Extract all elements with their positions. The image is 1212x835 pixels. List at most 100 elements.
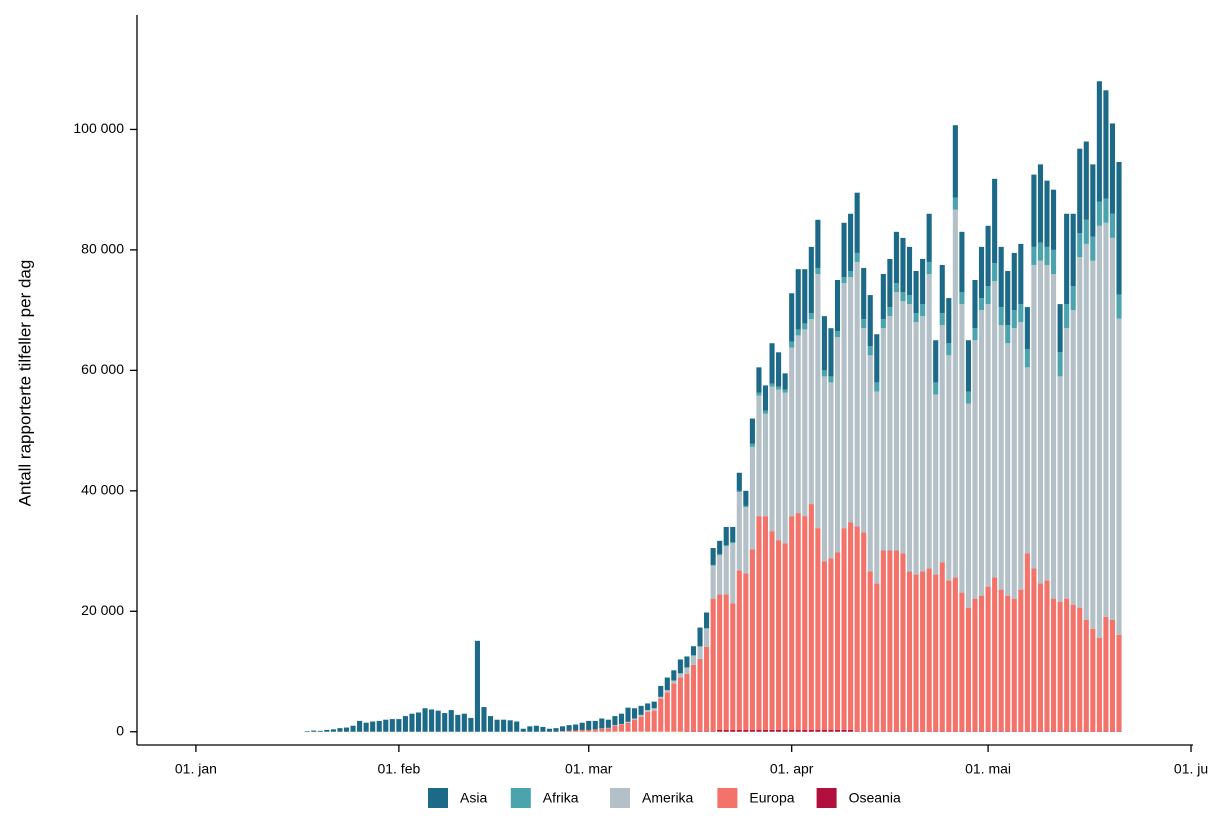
bar-segment (357, 720, 363, 732)
bar-segment (893, 231, 899, 284)
bar-segment (697, 658, 703, 732)
bar-segment (579, 729, 585, 732)
bar-segment (887, 307, 893, 317)
bar-segment (874, 731, 880, 732)
bar-segment (762, 413, 769, 517)
bar-segment (317, 730, 323, 732)
bar-segment (1037, 731, 1044, 732)
bar-segment (749, 446, 755, 550)
bar-segment (638, 716, 644, 732)
bar-segment (743, 729, 749, 732)
bar-segment (906, 571, 913, 732)
bar-segment (1057, 352, 1063, 377)
bar-segment (965, 340, 971, 392)
bar-segment (867, 355, 873, 572)
bar-segment (697, 731, 703, 732)
legend-label: Oseania (849, 790, 901, 806)
bar-segment (736, 729, 742, 732)
bar-segment (710, 565, 716, 599)
bar-segment (893, 283, 899, 293)
bar-segment (776, 386, 782, 390)
bar-segment (992, 281, 998, 578)
bar-segment (736, 472, 742, 491)
bar-segment (861, 532, 867, 732)
bar-segment (867, 571, 873, 732)
bar-segment (1018, 322, 1024, 590)
bar-segment (337, 728, 343, 732)
bar-segment (1083, 619, 1089, 732)
bar-segment (992, 731, 998, 732)
bar-segment (645, 710, 651, 712)
bar-segment (717, 554, 723, 556)
bar-segment (933, 731, 939, 732)
legend-swatch (816, 788, 837, 808)
bar-segment (507, 720, 513, 732)
bar-segment (906, 304, 913, 572)
bar-segment (874, 334, 880, 383)
bar-segment (664, 690, 670, 693)
bar-segment (867, 346, 873, 356)
bar-segment (985, 225, 991, 287)
bar-segment (939, 264, 945, 314)
bar-segment (861, 319, 867, 329)
bar-segment (893, 292, 899, 551)
bar-segment (671, 683, 677, 732)
bar-segment (926, 261, 932, 274)
legend-swatch (510, 788, 531, 808)
y-axis-label: Antall rapporterte tilfeller per dag (15, 260, 34, 507)
bar-segment (841, 277, 847, 284)
bar-segment (926, 731, 932, 732)
bar-segment (789, 729, 795, 732)
bar-segment (684, 656, 690, 668)
bar-segment (854, 526, 860, 732)
bar-segment (887, 316, 893, 551)
bar-segment (690, 655, 697, 656)
bar-segment (717, 594, 723, 730)
bar-segment (599, 718, 605, 729)
y-tick-label: 20 000 (81, 602, 124, 618)
bar-segment (704, 628, 710, 647)
bar-segment (1103, 731, 1109, 732)
bar-segment (671, 670, 677, 681)
bar-segment (1096, 225, 1102, 638)
bar-segment (1064, 598, 1070, 732)
bar-segment (821, 316, 827, 371)
bar-segment (795, 335, 801, 514)
bar-segment (926, 568, 932, 732)
bar-segment (900, 292, 906, 302)
bar-segment (776, 540, 782, 730)
bar-segment (1083, 141, 1089, 220)
bar-segment (1103, 616, 1109, 732)
bar-segment (998, 589, 1004, 732)
bar-segment (1037, 164, 1044, 243)
y-tick-label: 40 000 (81, 482, 124, 498)
bar-segment (736, 570, 742, 730)
bar-segment (651, 701, 657, 709)
bar-segment (808, 313, 814, 320)
bar-segment (1024, 731, 1030, 732)
bar-segment (1011, 310, 1017, 329)
bar-segment (723, 729, 729, 732)
bar-segment (1070, 286, 1076, 311)
bar-segment (1090, 628, 1096, 732)
bar-segment (920, 571, 926, 732)
bar-segment (769, 343, 775, 384)
bar-segment (730, 543, 736, 604)
bar-segment (1018, 243, 1024, 305)
bar-segment (1005, 270, 1011, 326)
bar-segment (952, 125, 958, 198)
bar-segment (972, 731, 978, 732)
bar-segment (756, 516, 762, 730)
bar-segment (867, 731, 873, 732)
bar-segment (409, 713, 415, 732)
bar-segment (684, 673, 690, 732)
bar-segment (762, 729, 769, 732)
bar-segment (1116, 318, 1122, 635)
bar-segment (1005, 325, 1011, 344)
bar-segment (959, 292, 965, 305)
bar-segment (978, 310, 985, 596)
bar-segment (625, 721, 631, 723)
bar-segment (710, 564, 716, 566)
bar-segment (494, 719, 500, 732)
